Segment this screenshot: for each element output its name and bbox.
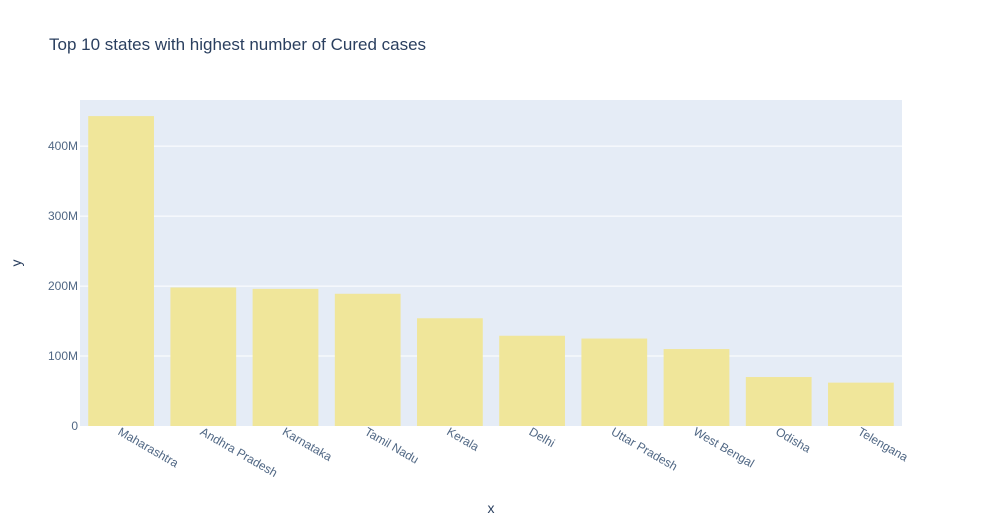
x-tick-label: Delhi	[527, 424, 558, 450]
bar-odisha[interactable]	[745, 377, 812, 426]
x-tick-label: Telengana	[855, 424, 910, 464]
bar-kerala[interactable]	[417, 318, 483, 426]
x-axis-ticks: Maharashtra Andhra Pradesh Karnataka Tamil …	[116, 424, 911, 479]
y-axis-title: y	[8, 260, 24, 267]
x-tick-label: Odisha	[773, 424, 813, 455]
x-tick-label: Kerala	[444, 424, 481, 454]
bar-telengana[interactable]	[828, 382, 894, 426]
bar-uttar-pradesh[interactable]	[581, 338, 648, 426]
y-tick-label: 400M	[48, 139, 78, 153]
bars	[88, 116, 894, 427]
x-tick-label: Maharashtra	[116, 424, 182, 470]
bar-andhra-pradesh[interactable]	[170, 287, 237, 426]
bar-delhi[interactable]	[499, 335, 565, 426]
x-axis-title: x	[488, 500, 495, 516]
y-tick-label: 0	[71, 419, 78, 433]
bar-west-bengal[interactable]	[663, 349, 730, 426]
x-tick-label: West Bengal	[691, 424, 757, 470]
chart-title: Top 10 states with highest number of Cur…	[49, 35, 426, 54]
y-tick-label: 100M	[48, 349, 78, 363]
y-tick-label: 200M	[48, 279, 78, 293]
y-axis-ticks: 0 100M 200M 300M 400M	[48, 139, 78, 433]
x-tick-label: Karnataka	[280, 424, 335, 464]
y-tick-label: 300M	[48, 209, 78, 223]
x-tick-label: Tamil Nadu	[362, 424, 421, 466]
x-tick-label: Andhra Pradesh	[198, 424, 280, 479]
x-tick-label: Uttar Pradesh	[609, 424, 680, 473]
bar-karnataka[interactable]	[252, 288, 319, 426]
bar-maharashtra[interactable]	[88, 116, 154, 427]
bar-tamil-nadu[interactable]	[334, 293, 401, 426]
